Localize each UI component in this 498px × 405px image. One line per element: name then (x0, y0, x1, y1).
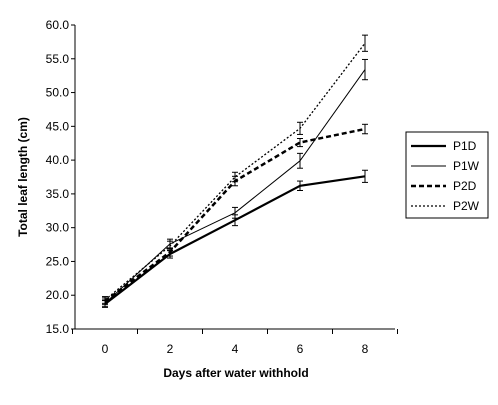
y-tick-label: 40.0 (46, 153, 70, 167)
error-bar-p2w (102, 296, 108, 304)
error-bar-p2w (297, 121, 303, 135)
legend: P1D P1W P2D P2W (405, 131, 489, 219)
y-tick-label: 50.0 (46, 86, 70, 100)
error-bar-p1w (362, 58, 368, 81)
error-bar-p2w (362, 34, 368, 52)
x-ticks: 0 2 4 6 8 (72, 329, 398, 356)
y-tick-label: 15.0 (46, 322, 70, 336)
x-tick-label: 0 (102, 342, 109, 356)
legend-item-p1d: P1D (411, 139, 477, 153)
legend-item-p2w: P2W (411, 199, 480, 213)
x-tick-label: 2 (167, 342, 174, 356)
legend-label: P2D (453, 179, 477, 193)
y-tick-label: 60.0 (46, 18, 70, 32)
legend-items: P1D P1W P2D P2W (411, 139, 480, 213)
axes (74, 25, 395, 330)
x-axis-title: Days after water withhold (163, 366, 308, 380)
error-bar-p1w (297, 152, 303, 169)
x-tick-label: 4 (232, 342, 239, 356)
error-bar-p2d (297, 137, 303, 148)
error-bar-p1d (297, 180, 303, 192)
series-line-p1w (104, 69, 366, 304)
y-tick-label: 35.0 (46, 187, 70, 201)
legend-label: P2W (453, 199, 480, 213)
y-tick-label: 25.0 (46, 254, 70, 268)
y-tick-label: 45.0 (46, 119, 70, 133)
legend-item-p2d: P2D (411, 179, 477, 193)
series-line-p1d (104, 175, 366, 305)
error-bar-p2w (167, 240, 173, 252)
legend-label: P1D (453, 139, 477, 153)
error-bar-p1d (362, 169, 368, 183)
x-tick-label: 6 (297, 342, 304, 356)
x-tick-label: 8 (362, 342, 369, 356)
y-tick-label: 20.0 (46, 288, 70, 302)
y-tick-label: 55.0 (46, 52, 70, 66)
error-bar-p2w (232, 171, 238, 183)
y-axis-title: Total leaf length (cm) (16, 117, 30, 237)
y-ticks: 15.0 20.0 25.0 30.0 35.0 40.0 45.0 50.0 55.0 60.0 (46, 18, 75, 336)
error-bars (102, 34, 368, 308)
legend-label: P1W (453, 159, 480, 173)
error-bar-p2d (362, 123, 368, 135)
error-bar-p1w (232, 206, 238, 219)
legend-item-p1w: P1W (411, 159, 480, 173)
series-line-p2w (104, 42, 366, 301)
y-tick-label: 30.0 (46, 221, 70, 235)
